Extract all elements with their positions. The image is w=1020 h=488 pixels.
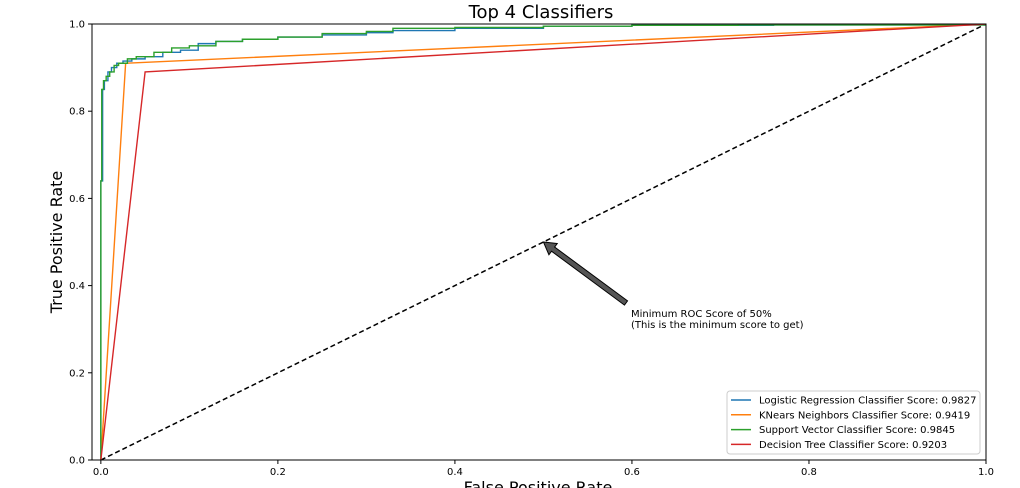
legend-box <box>726 390 981 455</box>
annotation-text-line1: Minimum ROC Score of 50% <box>631 309 772 320</box>
x-tick-label: 0.8 <box>801 467 817 478</box>
annotation-text-line2: (This is the minimum score to get) <box>631 320 804 331</box>
plot-frame <box>91 23 987 461</box>
series-line-3 <box>100 24 986 460</box>
x-tick-label: 0.4 <box>447 467 463 478</box>
series-line-4 <box>100 24 986 460</box>
plot-area <box>100 24 986 460</box>
x-axis-label: False Positive Rate <box>464 478 613 488</box>
x-tick-label: 0.6 <box>624 467 640 478</box>
y-tick-label: 0.6 <box>69 194 85 205</box>
legend-label-2: KNears Neighbors Classifier Score: 0.941… <box>759 410 970 421</box>
chart-title: Top 4 Classifiers <box>468 2 614 23</box>
x-tick-label: 0.0 <box>93 467 109 478</box>
y-tick-label: 0.8 <box>69 107 85 118</box>
axes: 0.0 0.2 0.4 0.6 0.8 1.0 0.0 0.2 0.4 0.6 0.8 1.0 Mini… <box>69 20 994 479</box>
y-tick-label: 0.4 <box>69 281 85 292</box>
x-tick-label: 1.0 <box>978 467 994 478</box>
legend: Logistic Regression Classifier Score: 0.… <box>726 390 981 455</box>
y-tick-label: 0.2 <box>69 368 85 379</box>
reference-diagonal-line <box>100 24 986 460</box>
y-axis-label: True Positive Rate <box>47 171 66 315</box>
y-tick-label: 0.0 <box>69 456 85 467</box>
series-group <box>100 24 986 460</box>
legend-label-1: Logistic Regression Classifier Score: 0.… <box>759 396 976 407</box>
annotation-arrow <box>542 241 629 306</box>
legend-label-4: Decision Tree Classifier Score: 0.9203 <box>759 440 947 451</box>
y-tick-label: 1.0 <box>69 20 85 31</box>
x-tick-label: 0.2 <box>270 467 286 478</box>
legend-label-3: Support Vector Classifier Score: 0.9845 <box>759 425 955 436</box>
